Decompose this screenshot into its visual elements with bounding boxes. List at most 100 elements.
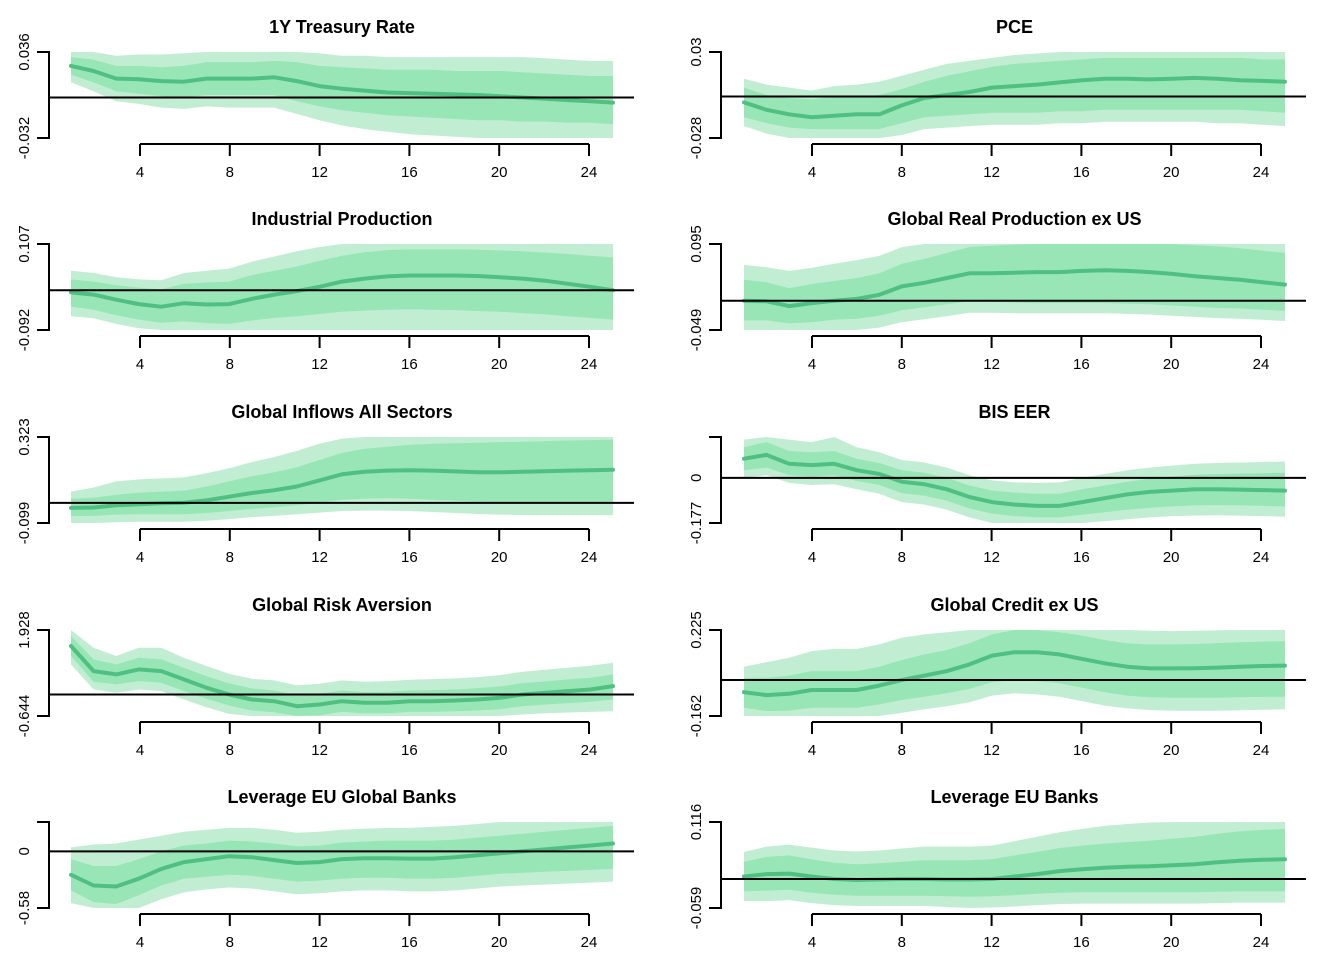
- panel: Industrial Production 0.107 -0.092 4 8 12 16 20…: [16, 209, 634, 373]
- x-tick-label: 20: [1163, 934, 1180, 951]
- y-tick-label: 0.095: [688, 225, 705, 263]
- band-68: [71, 439, 613, 517]
- y-tick-label: -0.092: [16, 309, 33, 352]
- median-line: [742, 75, 1287, 120]
- panel: Global Inflows All Sectors 0.323 -0.099 4 8 1…: [16, 402, 634, 566]
- y-tick-label: -0.032: [16, 117, 33, 160]
- x-tick-label: 12: [983, 934, 1000, 951]
- panel: Leverage EU Banks 0.116 -0.059 4 8 12 16 20 24: [688, 787, 1306, 951]
- x-tick-label: 12: [311, 356, 328, 373]
- x-tick-label: 16: [1073, 934, 1090, 951]
- x-tick-label: 24: [581, 164, 598, 181]
- median-line: [742, 650, 1287, 698]
- x-tick-label: 16: [401, 934, 418, 951]
- x-tick-label: 4: [136, 549, 144, 566]
- panel: BIS EER 0 -0.177 4 8 12 16 20 24: [688, 402, 1306, 566]
- panel: Global Real Production ex US 0.095 -0.049 4…: [688, 209, 1306, 373]
- x-tick-label: 12: [311, 934, 328, 951]
- x-tick-label: 16: [401, 742, 418, 759]
- x-tick-label: 4: [808, 356, 816, 373]
- y-axis: [37, 629, 50, 717]
- band-68: [744, 630, 1285, 712]
- x-tick-label: 16: [1073, 742, 1090, 759]
- band-68: [71, 825, 613, 905]
- x-tick-label: 20: [1163, 742, 1180, 759]
- x-tick-label: 8: [226, 934, 234, 951]
- panel: 1Y Treasury Rate 0.036 -0.032 4 8 12 16 20 24: [16, 17, 634, 181]
- x-tick-label: 8: [226, 164, 234, 181]
- x-tick-label: 24: [581, 549, 598, 566]
- y-tick-label: 0: [688, 474, 705, 482]
- y-tick-label: -0.059: [688, 887, 705, 930]
- x-tick-label: 20: [1163, 164, 1180, 181]
- y-tick-label: 0.323: [16, 418, 33, 456]
- panel-title: Global Real Production ex US: [887, 209, 1141, 229]
- y-axis: [37, 821, 50, 909]
- panel-title: 1Y Treasury Rate: [269, 17, 415, 37]
- y-tick-label: 0.036: [16, 33, 33, 71]
- y-tick-label: 1.928: [16, 611, 33, 649]
- x-tick-label: 16: [401, 164, 418, 181]
- x-tick-label: 12: [983, 549, 1000, 566]
- x-tick-label: 16: [401, 549, 418, 566]
- x-tick-label: 8: [226, 549, 234, 566]
- x-tick-label: 4: [136, 934, 144, 951]
- x-tick-label: 4: [808, 934, 816, 951]
- x-tick-label: 20: [1163, 549, 1180, 566]
- panel-title: PCE: [996, 17, 1033, 37]
- x-tick-label: 12: [983, 164, 1000, 181]
- panel: Leverage EU Global Banks 0 -0.58 4 8 12 16 20 24: [16, 787, 634, 951]
- x-tick-label: 24: [1253, 934, 1270, 951]
- panel-title: Leverage EU Banks: [930, 787, 1098, 807]
- panel: Global Credit ex US 0.225 -0.162 4 8 12 16 20 24: [688, 595, 1306, 759]
- x-tick-label: 24: [1253, 164, 1270, 181]
- y-axis: [709, 243, 722, 331]
- x-tick-label: 8: [898, 356, 906, 373]
- x-tick-label: 8: [898, 549, 906, 566]
- band-68: [744, 57, 1285, 130]
- x-tick-label: 12: [983, 356, 1000, 373]
- x-tick-label: 16: [401, 356, 418, 373]
- x-tick-label: 20: [491, 549, 508, 566]
- x-tick-label: 4: [808, 549, 816, 566]
- x-tick-label: 12: [311, 164, 328, 181]
- y-tick-label: 0.116: [688, 804, 705, 840]
- band-68: [744, 442, 1285, 518]
- x-tick-label: 12: [311, 742, 328, 759]
- panel-title: Global Inflows All Sectors: [231, 402, 452, 422]
- panel: PCE 0.03 -0.028 4 8 12 16 20 24: [688, 17, 1306, 181]
- x-tick-label: 8: [898, 934, 906, 951]
- y-tick-label: -0.049: [688, 309, 705, 352]
- x-tick-label: 20: [491, 742, 508, 759]
- panel-title: BIS EER: [978, 402, 1050, 422]
- x-tick-label: 16: [1073, 356, 1090, 373]
- panel-title: Global Risk Aversion: [252, 595, 432, 615]
- x-tick-label: 20: [491, 356, 508, 373]
- x-tick-label: 8: [226, 356, 234, 373]
- y-tick-label: 0: [16, 847, 33, 855]
- panel-title: Leverage EU Global Banks: [227, 787, 456, 807]
- y-tick-label: -0.099: [16, 502, 33, 545]
- band-68: [744, 244, 1285, 324]
- x-tick-label: 4: [808, 164, 816, 181]
- y-axis: [709, 51, 722, 139]
- y-tick-label: -0.162: [688, 695, 705, 738]
- y-tick-label: -0.644: [16, 695, 33, 738]
- x-tick-label: 16: [1073, 549, 1090, 566]
- x-tick-label: 12: [311, 549, 328, 566]
- y-tick-label: -0.58: [16, 891, 33, 925]
- x-tick-label: 24: [581, 934, 598, 951]
- x-tick-label: 8: [898, 742, 906, 759]
- panel: Global Risk Aversion 1.928 -0.644 4 8 12 16 20 2…: [16, 595, 634, 759]
- x-tick-label: 4: [136, 164, 144, 181]
- panel-title: Global Credit ex US: [930, 595, 1098, 615]
- x-tick-label: 20: [491, 164, 508, 181]
- x-tick-label: 4: [136, 356, 144, 373]
- median-line: [69, 273, 615, 309]
- y-tick-label: -0.177: [688, 502, 705, 545]
- panel-title: Industrial Production: [251, 209, 432, 229]
- x-tick-label: 24: [581, 742, 598, 759]
- y-axis: [37, 436, 50, 524]
- y-axis: [709, 436, 722, 524]
